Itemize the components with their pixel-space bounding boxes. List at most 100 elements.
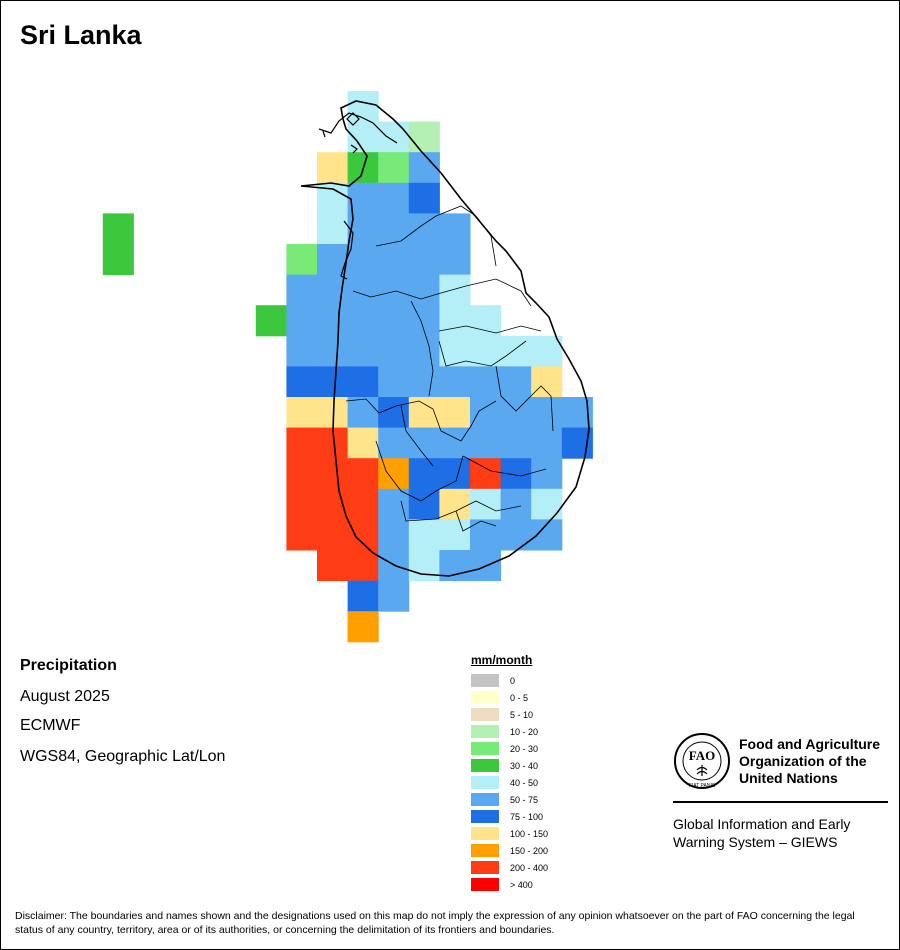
precipitation-cell — [439, 366, 471, 398]
district-boundary — [438, 325, 542, 334]
precipitation-cell — [347, 366, 379, 398]
mannar-island — [340, 220, 354, 280]
legend-item: 50 - 75 — [471, 791, 548, 808]
precipitation-cell — [347, 550, 379, 582]
precipitation-cell — [378, 366, 410, 398]
precipitation-cell — [378, 427, 410, 459]
precipitation-cell — [531, 427, 563, 459]
precipitation-cell — [408, 366, 440, 398]
precipitation-cell — [317, 213, 349, 245]
precipitation-cell — [286, 305, 318, 337]
legend-swatch — [471, 776, 499, 789]
precipitation-cell — [378, 274, 410, 306]
precipitation-cell — [439, 244, 471, 276]
precipitation-cell — [531, 488, 563, 520]
precipitation-cell — [408, 182, 440, 214]
precipitation-cell — [408, 427, 440, 459]
precipitation-cell — [286, 244, 318, 276]
precipitation-cell — [439, 458, 471, 490]
legend-label: 100 - 150 — [510, 828, 549, 839]
legend-label: 50 - 75 — [510, 794, 539, 805]
precipitation-cell — [347, 397, 379, 429]
precipitation-cell — [470, 458, 502, 490]
precipitation-cell — [286, 519, 318, 551]
precipitation-cell — [470, 488, 502, 520]
legend-swatch — [471, 878, 499, 891]
precipitation-cell — [378, 182, 410, 214]
precipitation-cell — [408, 550, 440, 582]
precipitation-cell — [317, 458, 349, 490]
legend-item: 150 - 200 — [471, 842, 548, 859]
legend-label: 40 - 50 — [510, 777, 539, 788]
legend-item: 30 - 40 — [471, 757, 548, 774]
district-boundary — [410, 300, 434, 397]
legend-label: 0 — [510, 675, 516, 686]
district-boundary — [352, 278, 532, 307]
precipitation-cell — [347, 488, 379, 520]
precipitation-cell — [286, 458, 318, 490]
precipitation-cell — [531, 335, 563, 367]
legend-swatch — [471, 827, 499, 840]
system-name-line: Warning System – GIEWS — [673, 834, 838, 850]
legend-item: 40 - 50 — [471, 774, 548, 791]
island-coastline — [300, 100, 590, 577]
disclaimer: Disclaimer: The boundaries and names sho… — [15, 910, 855, 936]
legend-item: 20 - 30 — [471, 740, 548, 757]
precipitation-cell — [378, 152, 410, 184]
precipitation-cell — [347, 121, 379, 153]
precipitation-cell — [317, 152, 349, 184]
precipitation-cell — [408, 458, 440, 490]
precipitation-cell — [439, 488, 471, 520]
precipitation-cell — [500, 397, 532, 429]
legend-swatch — [471, 725, 499, 738]
precipitation-cell — [347, 519, 379, 551]
precipitation-cell — [439, 397, 471, 429]
precipitation-cell — [317, 550, 349, 582]
legend: 0 0 - 5 5 - 10 10 - 20 20 - 30 30 - 40 40 - 50… — [471, 672, 548, 893]
legend-item: 100 - 150 — [471, 825, 548, 842]
district-boundary — [400, 405, 434, 467]
district-boundary — [345, 398, 434, 414]
precipitation-cell — [347, 274, 379, 306]
precipitation-cell — [378, 121, 410, 153]
district-boundary — [432, 400, 497, 442]
legend-swatch — [471, 793, 499, 806]
legend-item: 75 - 100 — [471, 808, 548, 825]
precipitation-cell — [286, 397, 318, 429]
precipitation-cell — [500, 427, 532, 459]
precipitation-cell — [408, 519, 440, 551]
precipitation-cell — [500, 335, 532, 367]
legend-swatch — [471, 844, 499, 857]
legend-label: 5 - 10 — [510, 709, 534, 720]
precipitation-cell — [378, 580, 410, 612]
legend-label: 150 - 200 — [510, 845, 549, 856]
district-boundary — [438, 340, 527, 367]
precipitation-cell — [439, 305, 471, 337]
precipitation-cell — [286, 366, 318, 398]
map-title: Sri Lanka — [20, 20, 142, 50]
logo-letters: FAO — [689, 748, 715, 763]
precipitation-cell — [408, 274, 440, 306]
district-boundaries — [345, 205, 554, 532]
precipitation-cell — [378, 519, 410, 551]
organization-name-line: Food and Agriculture — [739, 736, 881, 752]
precipitation-cell — [286, 427, 318, 459]
precipitation-cell — [347, 611, 379, 643]
system-name: Global Information and Early Warning Sys… — [673, 815, 888, 851]
precipitation-cell — [317, 366, 349, 398]
legend-swatch — [471, 861, 499, 874]
fao-logo-icon: FAO FIAT PANIS — [674, 733, 730, 789]
precipitation-cell — [531, 366, 563, 398]
system-name-line: Global Information and Early — [673, 816, 851, 832]
precipitation-cell — [286, 488, 318, 520]
precipitation-cell — [439, 519, 471, 551]
organization-name-line: United Nations — [739, 770, 838, 786]
precipitation-cell — [347, 458, 379, 490]
legend-swatch — [471, 759, 499, 772]
variable-label: Precipitation — [20, 657, 117, 674]
legend-item: 0 - 5 — [471, 689, 548, 706]
precipitation-cell — [102, 244, 134, 276]
precipitation-cell — [347, 244, 379, 276]
precipitation-cell — [378, 213, 410, 245]
